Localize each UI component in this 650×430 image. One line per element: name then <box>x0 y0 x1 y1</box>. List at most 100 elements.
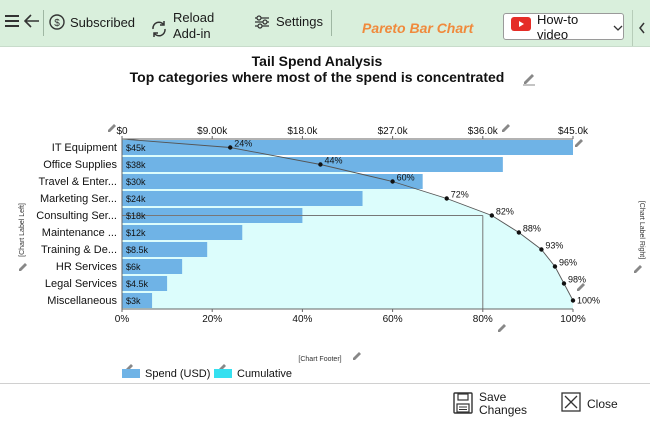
cumulative-point[interactable] <box>228 145 233 150</box>
spend-bar[interactable] <box>122 140 573 155</box>
cumulative-label: 24% <box>234 139 252 149</box>
edit-category-axis-pencil-icon[interactable] <box>108 124 116 132</box>
cumulative-label: 96% <box>559 258 577 268</box>
top-axis-tick-label: $27.0k <box>378 126 409 137</box>
spend-bar[interactable] <box>122 225 243 240</box>
cumulative-label: 100% <box>577 296 600 306</box>
category-label: IT Equipment <box>52 142 117 154</box>
edit-cumulative-pencil-icon[interactable] <box>575 139 583 147</box>
toolbar: $ Subscribed Reload Add-in Settings Pare… <box>0 0 650 47</box>
cumulative-label: 82% <box>496 207 514 217</box>
spend-bar-label: $38k <box>126 160 146 170</box>
spend-bar-label: $45k <box>126 143 146 153</box>
cumulative-point[interactable] <box>444 196 449 201</box>
subscribed-button[interactable]: $ Subscribed <box>49 14 135 30</box>
bottom-axis-tick-label: 40% <box>292 314 312 325</box>
pareto-chart: Tail Spend Analysis Top categories where… <box>19 53 645 380</box>
category-label: Miscellaneous <box>47 295 117 307</box>
collapse-panel-chevron-icon[interactable] <box>632 10 650 46</box>
addin-label: Add-in <box>173 26 211 41</box>
settings-label: Settings <box>276 14 323 29</box>
cumulative-label: 44% <box>324 156 342 166</box>
chart-area: Tail Spend Analysis Top categories where… <box>0 47 650 383</box>
cumulative-point[interactable] <box>318 162 323 167</box>
spend-bar[interactable] <box>122 293 153 308</box>
chart-footer[interactable]: [Chart Footer] <box>298 356 341 363</box>
spend-bar[interactable] <box>122 276 168 291</box>
cumulative-label: 98% <box>568 275 586 285</box>
footer-bar: Save Changes Close <box>0 383 650 430</box>
category-label: Office Supplies <box>43 159 117 171</box>
cumulative-point[interactable] <box>390 179 395 184</box>
legend-cumulative-label: Cumulative <box>237 368 292 380</box>
spend-bar[interactable] <box>122 259 183 274</box>
back-arrow-icon[interactable] <box>24 14 40 28</box>
edit-top-axis-pencil-icon[interactable] <box>502 124 510 132</box>
toolbar-divider <box>43 10 44 36</box>
svg-text:$: $ <box>54 18 60 29</box>
youtube-play-icon <box>511 17 531 36</box>
category-label: Maintenance ... <box>42 227 117 239</box>
cumulative-point[interactable] <box>516 230 522 235</box>
spend-bar[interactable] <box>122 191 363 206</box>
legend-cumulative-swatch <box>214 369 232 378</box>
edit-footer-pencil-icon[interactable] <box>353 352 361 360</box>
spend-bar-label: $18k <box>126 211 146 221</box>
close-button[interactable]: Close <box>561 392 618 415</box>
spend-bar[interactable] <box>122 174 423 189</box>
reload-icon <box>150 20 168 38</box>
cumulative-label: 72% <box>451 190 469 200</box>
settings-button[interactable]: Settings <box>254 14 323 29</box>
chart-label-right[interactable]: [Chart Label Right] <box>638 201 645 259</box>
edit-100pct-pencil-icon[interactable] <box>577 283 585 291</box>
cumulative-point[interactable] <box>489 213 495 218</box>
app-title: Pareto Bar Chart <box>362 20 474 36</box>
top-axis-tick-label: $18.0k <box>287 126 318 137</box>
chart-subtitle: Top categories where most of the spend i… <box>130 69 505 85</box>
spend-bar-label: $24k <box>126 194 146 204</box>
dollar-circle-icon: $ <box>49 14 65 30</box>
settings-sliders-icon <box>254 14 270 29</box>
edit-right-label-pencil-icon[interactable] <box>634 265 642 273</box>
chart-label-left[interactable]: [Chart Label Left] <box>19 203 26 257</box>
spend-bar-label: $30k <box>126 177 146 187</box>
save-changes-button[interactable]: Save Changes <box>453 391 527 417</box>
category-label: Travel & Enter... <box>39 176 117 188</box>
close-x-icon <box>561 392 581 415</box>
top-axis-tick-label: $45.0k <box>558 126 589 137</box>
legend-spend-swatch <box>122 369 140 378</box>
reload-label: Reload <box>173 10 215 25</box>
spend-bar-label: $8.5k <box>126 245 149 255</box>
bottom-axis-tick-label: 80% <box>473 314 493 325</box>
spend-bar-label: $4.5k <box>126 279 149 289</box>
edit-subtitle-pencil-icon[interactable] <box>523 74 535 86</box>
category-label: Consulting Ser... <box>36 210 117 222</box>
save-label: Save <box>479 390 507 404</box>
spend-bar[interactable] <box>122 242 208 257</box>
close-label: Close <box>587 396 618 411</box>
cumulative-point[interactable] <box>552 264 558 269</box>
reload-addin-button[interactable]: Reload Add-in <box>150 10 214 42</box>
top-axis-tick-label: $36.0k <box>468 126 499 137</box>
chart-title: Tail Spend Analysis <box>252 53 383 69</box>
cumulative-label: 93% <box>545 241 563 251</box>
legend: Spend (USD) Cumulative <box>122 364 292 380</box>
top-axis-tick-label: $9.00k <box>197 126 228 137</box>
cumulative-point[interactable] <box>561 281 567 286</box>
cumulative-label: 88% <box>523 224 541 234</box>
cumulative-label: 60% <box>397 173 415 183</box>
toolbar-divider <box>331 10 332 36</box>
spend-bar[interactable] <box>122 157 503 172</box>
hamburger-menu-icon[interactable] <box>4 14 20 28</box>
cumulative-point[interactable] <box>570 298 576 303</box>
category-label: Legal Services <box>45 278 118 290</box>
edit-bottom-axis-pencil-icon[interactable] <box>498 324 506 332</box>
howto-video-dropdown[interactable]: How-to video <box>503 11 624 42</box>
spend-bar-label: $3k <box>126 296 141 306</box>
edit-left-label-pencil-icon[interactable] <box>19 263 27 271</box>
spend-bar-label: $12k <box>126 228 146 238</box>
subscribed-label: Subscribed <box>70 14 136 30</box>
cumulative-point[interactable] <box>539 247 544 252</box>
howto-video-label: How-to video <box>537 11 579 42</box>
bottom-axis-tick-label: 20% <box>202 314 222 325</box>
